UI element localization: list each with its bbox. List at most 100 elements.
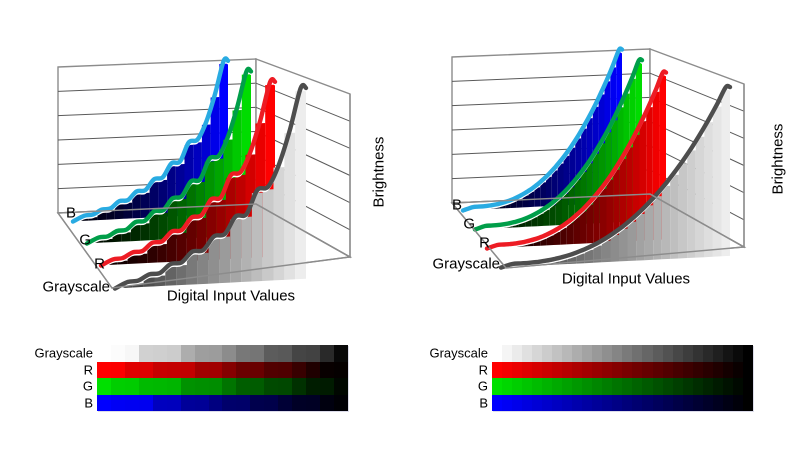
ribbon-bar [562, 193, 569, 225]
right-ramp-label-grayscale: Grayscale [429, 345, 488, 361]
ribbon-bar [176, 232, 187, 262]
brightness-curve-g [84, 66, 254, 246]
ramp-step [250, 361, 265, 378]
left-ramp-label-g: G [82, 378, 93, 394]
ramp-step [722, 345, 733, 362]
ramp-step [97, 345, 111, 362]
ramp-step [222, 361, 237, 378]
ramp-step [532, 345, 543, 362]
ramp-step [236, 378, 251, 395]
ramp-step [512, 345, 523, 362]
ribbon-bar [670, 174, 679, 259]
ramp-step [522, 378, 533, 395]
ramp-step [632, 378, 643, 395]
left-color-ramp [97, 345, 348, 411]
ramp-step [622, 361, 633, 378]
ramp-step [562, 345, 573, 362]
ribbon-bar [130, 224, 141, 242]
ramp-step [292, 345, 307, 362]
ribbon-bar [137, 253, 148, 264]
ramp-step [292, 378, 307, 395]
ramp-step [180, 394, 195, 411]
ramp-step [552, 361, 563, 378]
ramp-step [292, 361, 307, 378]
ramp-step [110, 361, 125, 378]
ribbon-bar [636, 213, 645, 261]
ramp-step [632, 361, 643, 378]
ribbon-bar [627, 221, 637, 261]
ramp-row-g [492, 378, 753, 395]
ramp-step [236, 394, 251, 411]
ribbon-bar [721, 89, 730, 257]
ribbon-bar [157, 244, 167, 263]
ramp-step [692, 378, 703, 395]
ramp-step [110, 345, 125, 362]
ramp-step [572, 378, 583, 395]
ramp-step [672, 345, 683, 362]
ribbon-bar [555, 199, 562, 226]
ramp-step [712, 345, 723, 362]
ramp-step [712, 378, 723, 395]
ribbon-bar [219, 236, 231, 284]
ramp-step [194, 345, 209, 362]
ribbon-bar [619, 228, 628, 262]
ramp-step [612, 378, 623, 395]
ramp-step [602, 345, 613, 362]
ramp-step [692, 361, 703, 378]
ramp-row-r [97, 361, 348, 378]
ramp-step [97, 378, 111, 395]
ribbon-bar [241, 216, 252, 282]
ribbon-bar [140, 192, 150, 218]
ribbon-bar [580, 211, 587, 244]
ribbon-bar [273, 167, 285, 281]
right-depth-label-grayscale: Grayscale [432, 255, 500, 273]
ramp-step [320, 378, 334, 395]
ramp-step [542, 378, 553, 395]
ramp-step [612, 361, 623, 378]
ribbon-bar [132, 194, 141, 219]
ramp-step [712, 361, 723, 378]
ramp-step [592, 378, 603, 395]
ramp-step [492, 394, 503, 411]
ribbon-bar [176, 265, 187, 286]
ramp-step [333, 378, 348, 395]
ribbon-bar [593, 197, 600, 243]
ribbon-bar [208, 238, 220, 284]
brightness-curve-r [98, 77, 278, 268]
ramp-step [180, 378, 195, 395]
ribbon-bar [549, 205, 556, 226]
left-ramp-label-r: R [83, 362, 93, 378]
ribbon-bar [197, 252, 209, 285]
ramp-step [97, 361, 111, 378]
ramp-step [672, 394, 683, 411]
ramp-step [306, 394, 320, 411]
ramp-step [278, 378, 293, 395]
ramp-step [692, 345, 703, 362]
ribbon-bar [573, 217, 580, 244]
ramp-step [702, 361, 713, 378]
right-ramp-label-r: R [478, 362, 488, 378]
ramp-step [562, 378, 573, 395]
ramp-step [236, 345, 251, 362]
ribbon-bar [166, 234, 177, 263]
ramp-step [194, 378, 209, 395]
ramp-step [166, 378, 181, 395]
ribbon-bar [601, 240, 611, 263]
ramp-step [492, 378, 503, 395]
ramp-step [552, 345, 563, 362]
left-depth-label-r: R [94, 255, 105, 273]
brightness-curve-grayscale [112, 82, 309, 291]
ribbon-bar [230, 219, 242, 283]
ramp-step [622, 394, 633, 411]
ramp-step [138, 378, 153, 395]
left-ramp-label-grayscale: Grayscale [34, 345, 93, 361]
ramp-step [306, 345, 320, 362]
ramp-step [152, 361, 167, 378]
ramp-step [652, 394, 663, 411]
ribbon-bar [147, 245, 158, 263]
ramp-step [632, 345, 643, 362]
ramp-step [582, 394, 593, 411]
ramp-step [702, 345, 713, 362]
left-depth-label-grayscale: Grayscale [42, 278, 110, 296]
